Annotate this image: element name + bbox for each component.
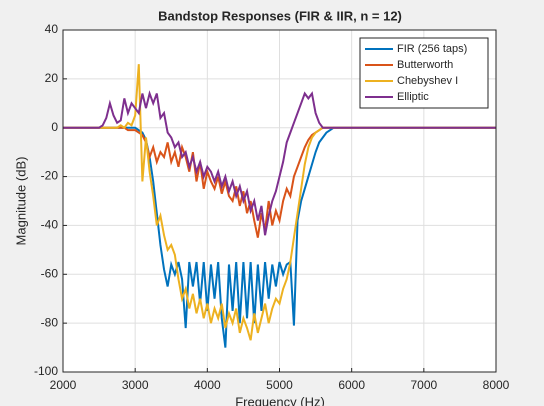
y-tick-label: 20 (45, 71, 59, 85)
x-tick-label: 6000 (338, 378, 365, 392)
axes-box (62, 29, 497, 373)
legend-label: FIR (256 taps) (397, 43, 467, 55)
series-line (63, 64, 496, 341)
chart-title: Bandstop Responses (FIR & IIR, n = 12) (158, 8, 402, 23)
x-axis-label: Frequency (Hz) (235, 394, 325, 406)
legend-label: Butterworth (397, 59, 453, 71)
y-tick-label: -40 (41, 218, 59, 232)
x-tick-label: 2000 (50, 378, 77, 392)
y-tick-label: -20 (41, 169, 59, 183)
x-tick-label: 7000 (410, 378, 437, 392)
y-tick-label: 0 (51, 120, 58, 134)
legend-label: Elliptic (397, 91, 429, 103)
series-line (63, 90, 496, 236)
x-tick-label: 4000 (194, 378, 221, 392)
x-tick-label: 8000 (483, 378, 510, 392)
y-tick-label: -100 (34, 364, 58, 378)
x-tick-label: 3000 (122, 378, 149, 392)
y-tick-label: -60 (41, 266, 59, 280)
y-tick-label: 40 (45, 22, 59, 36)
y-tick-label: -80 (41, 315, 59, 329)
y-axis-label: Magnitude (dB) (13, 157, 28, 246)
x-tick-label: 5000 (266, 378, 293, 392)
legend-label: Chebyshev I (397, 75, 458, 87)
